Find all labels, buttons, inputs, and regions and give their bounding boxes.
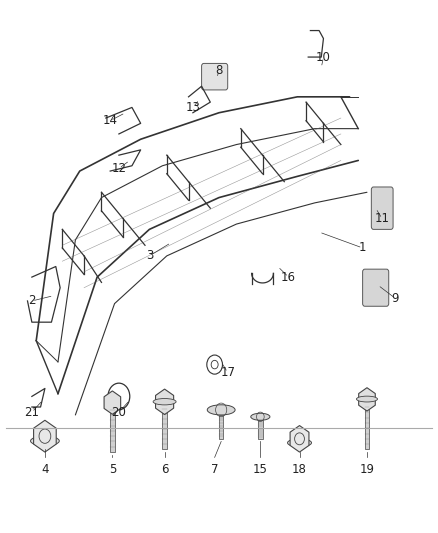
Polygon shape [365,402,369,449]
Polygon shape [359,387,375,411]
Polygon shape [258,420,262,439]
Text: 12: 12 [111,162,127,175]
Text: 13: 13 [185,101,200,114]
Polygon shape [162,405,167,449]
Ellipse shape [31,436,59,446]
FancyBboxPatch shape [371,187,393,229]
Polygon shape [155,389,173,415]
Ellipse shape [153,399,176,405]
Text: 6: 6 [161,463,168,475]
Text: 14: 14 [102,114,118,127]
Text: 17: 17 [220,366,235,379]
Text: 21: 21 [25,406,39,419]
Ellipse shape [288,439,311,447]
Text: 16: 16 [281,271,296,284]
Text: 3: 3 [146,249,153,262]
Ellipse shape [207,405,235,415]
Polygon shape [34,420,56,452]
Text: 5: 5 [109,463,116,475]
Text: 18: 18 [292,463,307,475]
Text: 7: 7 [211,463,219,475]
FancyBboxPatch shape [363,269,389,306]
Ellipse shape [251,413,270,420]
Text: 8: 8 [215,64,223,77]
Polygon shape [219,415,223,439]
Ellipse shape [357,396,378,402]
Text: 19: 19 [360,463,374,475]
Text: 15: 15 [253,463,268,475]
Text: 20: 20 [111,406,126,419]
Text: 2: 2 [28,294,35,308]
Polygon shape [290,425,309,452]
Text: 4: 4 [41,463,49,475]
Polygon shape [104,391,120,414]
Text: 10: 10 [316,51,331,63]
Polygon shape [110,405,115,452]
Text: 1: 1 [359,241,366,254]
Text: 11: 11 [374,212,390,225]
FancyBboxPatch shape [201,63,228,90]
Text: 9: 9 [392,292,399,305]
